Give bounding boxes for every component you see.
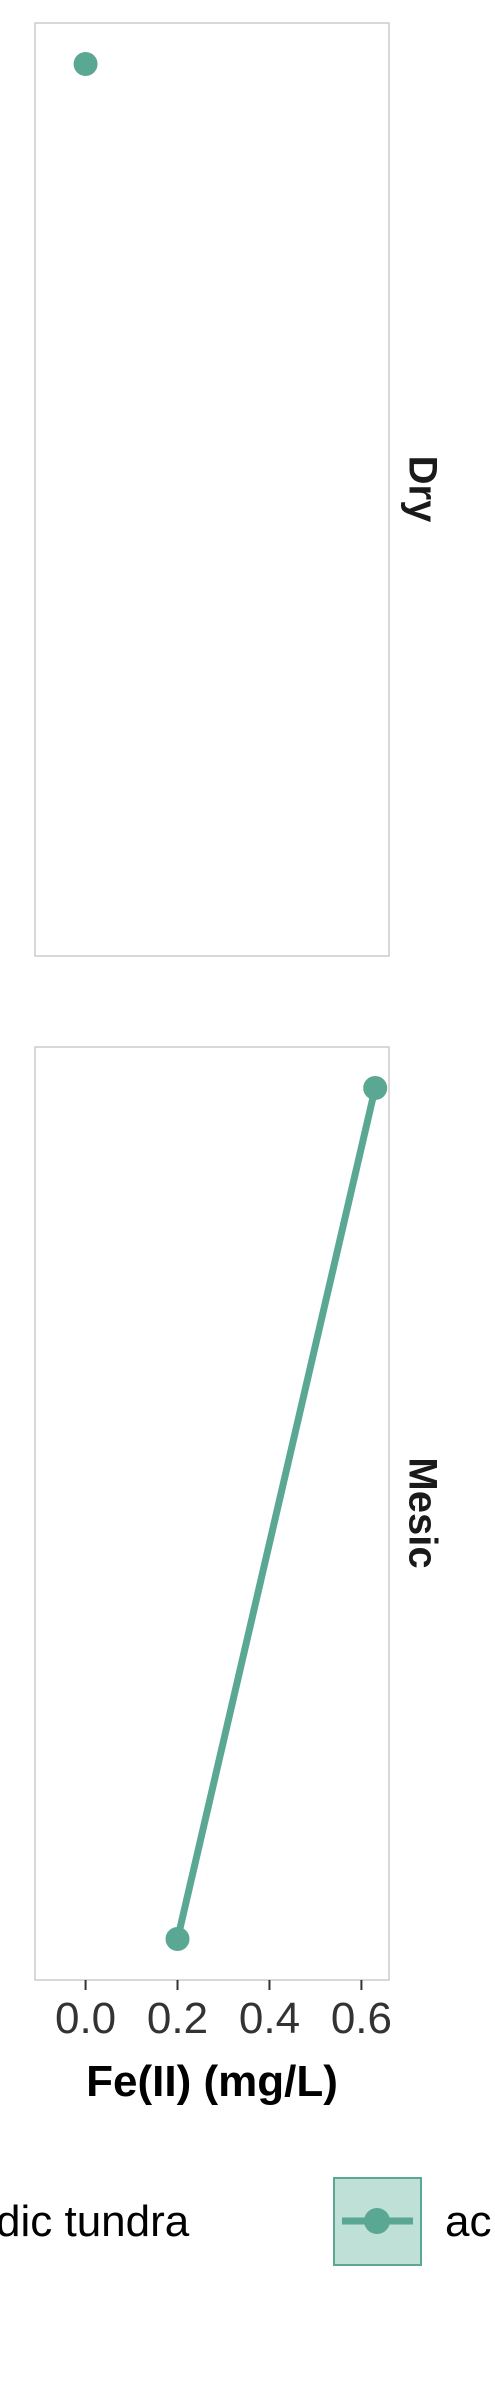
x-tick-label-3: 0.6 [331, 1994, 392, 2043]
strip-label-mesic: Mesic [400, 1457, 444, 1568]
legend: dic tundra ac [0, 2177, 491, 2266]
x-tick-label-2: 0.4 [239, 1994, 300, 2043]
data-point-mesic-1 [363, 1076, 388, 1100]
panel-mesic-border [34, 1046, 390, 1981]
x-tick-label-0: 0.0 [55, 1994, 116, 2043]
series-line-mesic [174, 1087, 379, 1940]
x-axis-title: Fe(II) (mg/L) [86, 2057, 338, 2106]
x-axis: 0.0 0.2 0.4 0.6 [55, 1980, 392, 2043]
legend-entry-1-label: dic tundra [0, 2197, 190, 2246]
legend-entry-2-label: ac [445, 2197, 491, 2246]
x-tick-label-1: 0.2 [147, 1994, 208, 2043]
panel-dry-marks [73, 52, 98, 76]
data-point-mesic-0 [165, 1927, 190, 1951]
data-point-dry-0 [73, 52, 98, 76]
legend-key-point [364, 2208, 390, 2234]
panel-dry-border [34, 22, 390, 957]
panel-mesic-marks [165, 1076, 388, 1951]
strip-label-dry: Dry [400, 456, 444, 523]
